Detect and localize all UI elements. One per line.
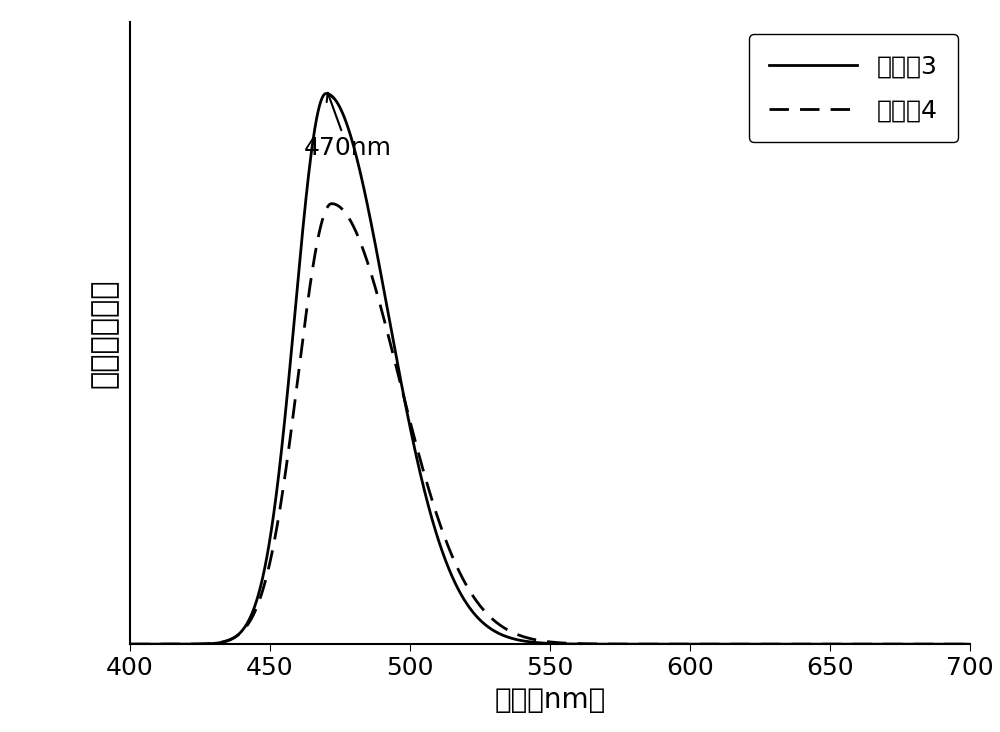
实施例3 — [815, 640, 827, 649]
实施例4 — [964, 640, 976, 649]
Legend: 实施例3, 实施例4: 实施例3, 实施例4 — [749, 34, 958, 143]
实施例3 — [628, 640, 640, 649]
X-axis label: 波长（nm）: 波长（nm） — [494, 686, 606, 714]
实施例3 — [751, 640, 763, 649]
实施例4 — [445, 549, 457, 558]
实施例3 — [124, 640, 136, 649]
实施例4 — [124, 640, 136, 649]
实施例4 — [815, 640, 827, 649]
实施例3 — [670, 640, 682, 649]
Y-axis label: 相对发光强度: 相对发光强度 — [90, 278, 119, 388]
实施例3 — [445, 569, 457, 578]
实施例4 — [751, 640, 763, 649]
Text: 470nm: 470nm — [304, 93, 392, 160]
实施例3 — [964, 640, 976, 649]
实施例3 — [277, 436, 289, 445]
实施例4 — [326, 199, 338, 208]
Line: 实施例4: 实施例4 — [130, 203, 970, 644]
实施例4 — [277, 488, 289, 496]
实施例3 — [320, 89, 332, 98]
实施例4 — [628, 640, 640, 649]
实施例4 — [670, 640, 682, 649]
Line: 实施例3: 实施例3 — [130, 94, 970, 644]
